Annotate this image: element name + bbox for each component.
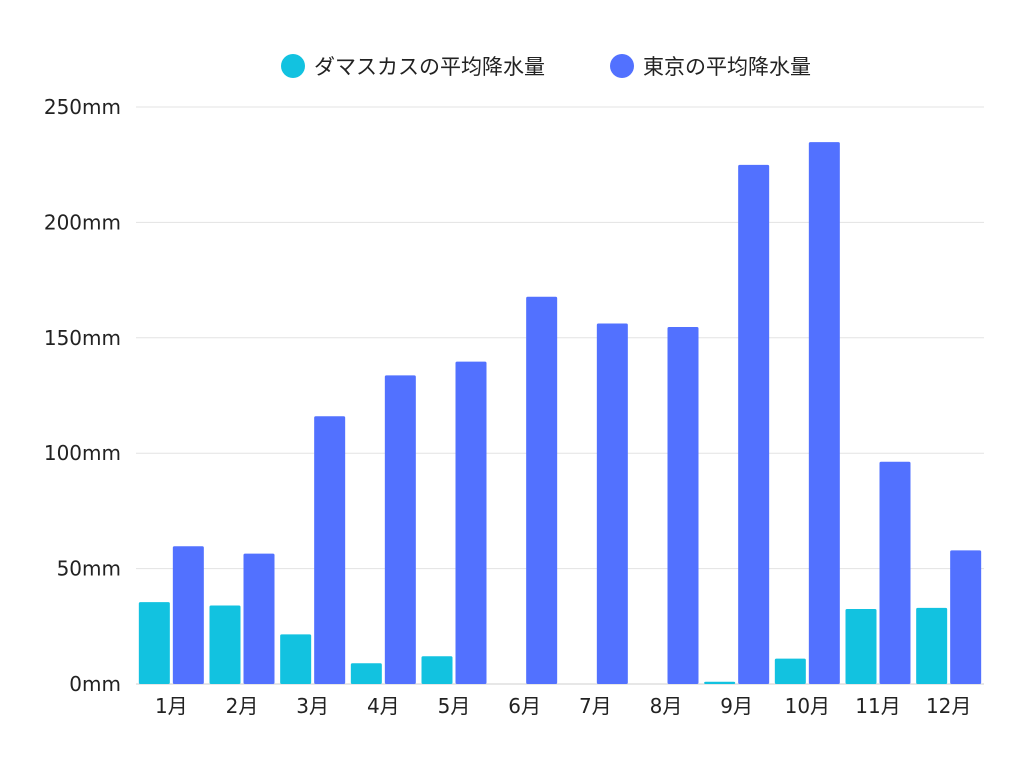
- legend-swatch: [610, 54, 634, 78]
- bar-tokyo: [738, 164, 770, 685]
- y-tick-label: 0mm: [69, 672, 121, 696]
- x-axis: 1月 2月 3月 4月 5月 6月 7月 8月 9月 10月 11月 12月: [155, 694, 971, 718]
- y-tick-label: 150mm: [44, 326, 121, 350]
- x-tick-label: 12月: [926, 694, 971, 718]
- y-tick-label: 50mm: [57, 557, 121, 581]
- bar-damascus: [704, 681, 736, 684]
- legend-item-damascus: ダマスカスの平均降水量: [281, 54, 545, 79]
- x-tick-label: 10月: [785, 694, 830, 718]
- y-tick-label: 200mm: [44, 210, 121, 234]
- bar-tokyo: [667, 326, 699, 684]
- bar-tokyo: [526, 296, 558, 684]
- bar-damascus: [774, 658, 806, 684]
- x-tick-label: 2月: [226, 694, 259, 718]
- bar-damascus: [421, 656, 453, 684]
- bars: [138, 142, 982, 685]
- legend-swatch: [281, 54, 305, 78]
- bar-damascus: [350, 663, 382, 684]
- y-tick-label: 100mm: [44, 441, 121, 465]
- legend: ダマスカスの平均降水量 東京の平均降水量: [281, 54, 811, 79]
- bar-damascus: [845, 608, 877, 684]
- y-tick-label: 250mm: [44, 95, 121, 119]
- bar-tokyo: [950, 550, 982, 684]
- bar-tokyo: [384, 375, 416, 684]
- bar-tokyo: [314, 416, 346, 684]
- legend-item-tokyo: 東京の平均降水量: [610, 54, 811, 79]
- legend-label: ダマスカスの平均降水量: [314, 55, 545, 79]
- x-tick-label: 9月: [720, 694, 753, 718]
- x-tick-label: 1月: [155, 694, 188, 718]
- bar-damascus: [280, 634, 312, 684]
- x-tick-label: 4月: [367, 694, 400, 718]
- x-tick-label: 7月: [579, 694, 612, 718]
- x-tick-label: 5月: [438, 694, 471, 718]
- grid: [136, 106, 984, 685]
- y-axis: 0mm 50mm 100mm 150mm 200mm 250mm: [44, 95, 121, 696]
- bar-damascus: [209, 605, 241, 684]
- bar-tokyo: [243, 553, 275, 684]
- x-tick-label: 8月: [650, 694, 683, 718]
- x-tick-label: 6月: [508, 694, 541, 718]
- bar-damascus: [138, 602, 170, 684]
- x-tick-label: 11月: [855, 694, 900, 718]
- bar-damascus: [916, 607, 948, 684]
- bar-tokyo: [808, 142, 840, 684]
- bar-tokyo: [879, 461, 911, 684]
- bar-tokyo: [455, 361, 487, 684]
- legend-label: 東京の平均降水量: [643, 55, 811, 79]
- bar-tokyo: [596, 323, 628, 684]
- bar-tokyo: [172, 546, 204, 684]
- x-tick-label: 3月: [296, 694, 329, 718]
